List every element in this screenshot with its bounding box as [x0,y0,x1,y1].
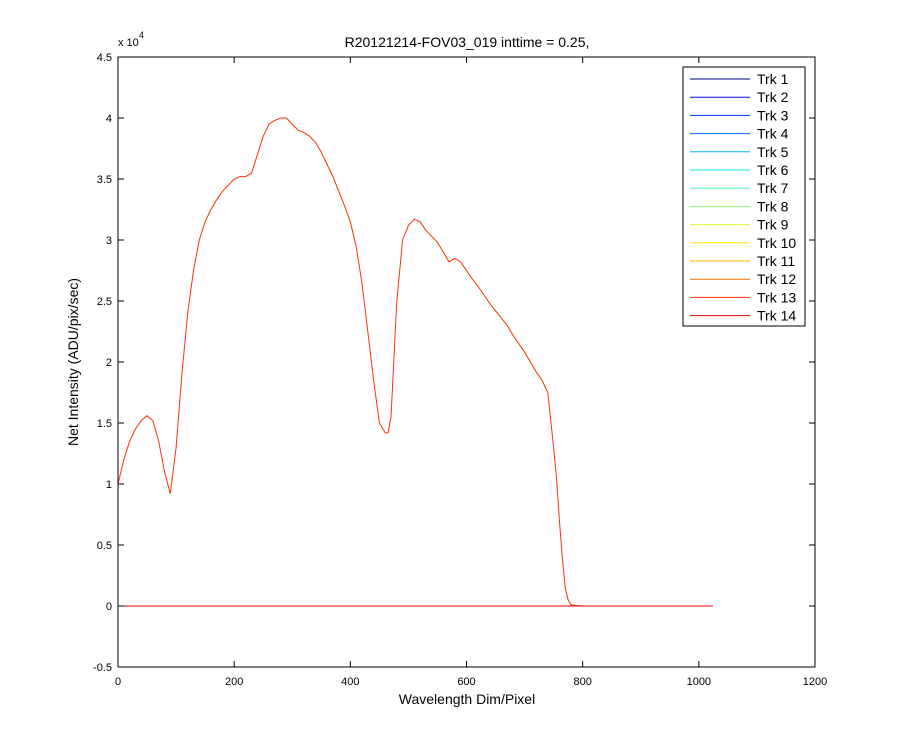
series-line-trk-13 [117,117,713,607]
legend-label-trk-2: Trk 2 [757,89,789,105]
legend-label-trk-12: Trk 12 [757,271,796,287]
y-tick-label: 1 [106,479,112,491]
y-tick-label: 3.5 [97,174,112,186]
legend-label-trk-4: Trk 4 [757,126,789,142]
y-tick-label: 2 [106,357,112,369]
y-tick-label: 3 [106,235,112,247]
x-tick-label: 400 [341,676,359,688]
legend: Trk 1 Trk 2 Trk 3 Trk 4 Trk 5 Trk 6 Trk 7 Trk 8… [682,66,806,327]
y-tick-label: 4.5 [97,52,112,64]
legend-label-trk-14: Trk 14 [757,308,796,324]
legend-label-trk-9: Trk 9 [757,217,789,233]
legend-label-trk-6: Trk 6 [757,162,789,178]
y-tick-label: 0.5 [97,540,112,552]
y-tick-label: -0.5 [93,662,112,674]
y-axis-label: Net Intensity (ADU/pix/sec) [65,278,81,446]
legend-box [682,66,806,327]
chart-title: R20121214-FOV03_019 inttime = 0.25, [345,34,590,50]
series-layer [117,117,713,607]
x-tick-label: 800 [573,676,591,688]
x-axis-label: Wavelength Dim/Pixel [399,691,535,707]
x-tick-label: 200 [225,676,243,688]
y-tick-label: 0 [106,601,112,613]
legend-label-trk-5: Trk 5 [757,144,789,160]
legend-label-trk-10: Trk 10 [757,235,796,251]
legend-items: Trk 1 Trk 2 Trk 3 Trk 4 Trk 5 Trk 6 Trk 7 Trk 8… [690,71,796,324]
legend-label-trk-13: Trk 13 [757,289,796,305]
legend-label-trk-7: Trk 7 [757,180,789,196]
y-exponent-power: 4 [139,30,144,40]
x-tick-label: 0 [115,676,121,688]
y-tick-label: 2.5 [97,296,112,308]
legend-label-trk-1: Trk 1 [757,71,789,87]
x-tick-label: 1000 [687,676,711,688]
x-tick-label: 600 [457,676,475,688]
legend-label-trk-11: Trk 11 [757,253,795,269]
y-tick-label: 4 [106,113,112,125]
y-exponent-base: x 10 [118,37,139,49]
legend-label-trk-3: Trk 3 [757,107,789,123]
ticks-layer: 0 200 400 600 800 1000 1200-0.500.511.522.533.… [93,52,827,688]
y-tick-label: 1.5 [97,418,112,430]
x-tick-label: 1200 [803,676,827,688]
legend-label-trk-8: Trk 8 [757,198,789,214]
